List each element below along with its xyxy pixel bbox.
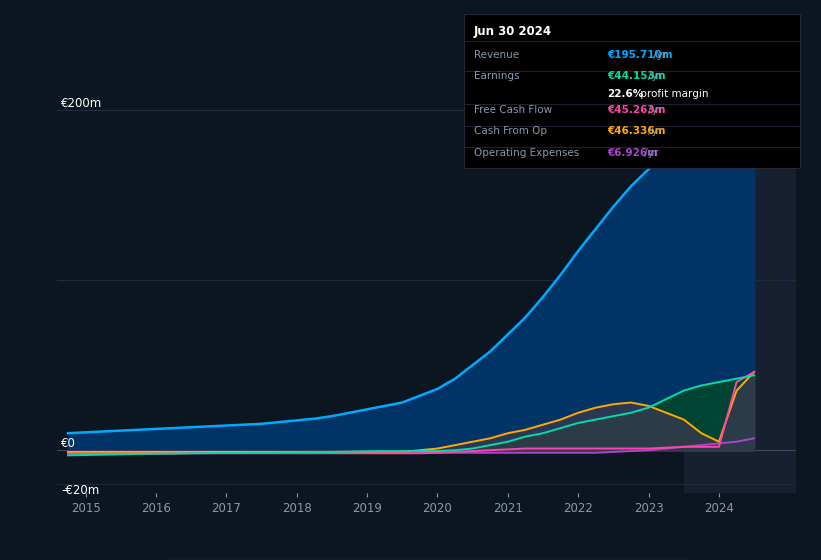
Text: €200m: €200m [61,96,103,110]
Text: €45.263m: €45.263m [608,105,666,115]
Text: profit margin: profit margin [637,89,709,99]
Text: /yr: /yr [650,50,667,60]
Bar [684,84,796,493]
Text: €6.926m: €6.926m [608,148,658,157]
Text: Revenue: Revenue [474,50,519,60]
Text: /yr: /yr [645,127,663,136]
Text: -€20m: -€20m [61,484,99,497]
Text: €0: €0 [61,437,76,450]
Text: /yr: /yr [641,148,658,157]
Text: /yr: /yr [645,105,663,115]
Text: 22.6%: 22.6% [608,89,644,99]
Text: Earnings: Earnings [474,71,519,81]
Text: €46.336m: €46.336m [608,127,666,136]
Text: €44.153m: €44.153m [608,71,666,81]
Text: /yr: /yr [645,71,663,81]
Text: Cash From Op: Cash From Op [474,127,547,136]
Text: Free Cash Flow: Free Cash Flow [474,105,552,115]
Text: Jun 30 2024: Jun 30 2024 [474,25,552,38]
Text: Operating Expenses: Operating Expenses [474,148,579,157]
Text: €195.710m: €195.710m [608,50,673,60]
